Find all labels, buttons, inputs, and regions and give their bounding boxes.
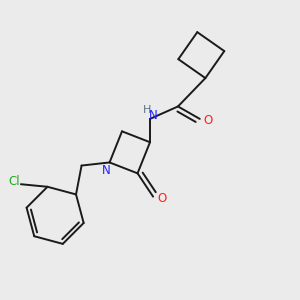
Text: N: N [102, 164, 111, 177]
Text: O: O [204, 114, 213, 127]
Text: N: N [149, 109, 158, 122]
Text: O: O [157, 192, 167, 205]
Text: H: H [143, 105, 152, 115]
Text: Cl: Cl [8, 175, 20, 188]
